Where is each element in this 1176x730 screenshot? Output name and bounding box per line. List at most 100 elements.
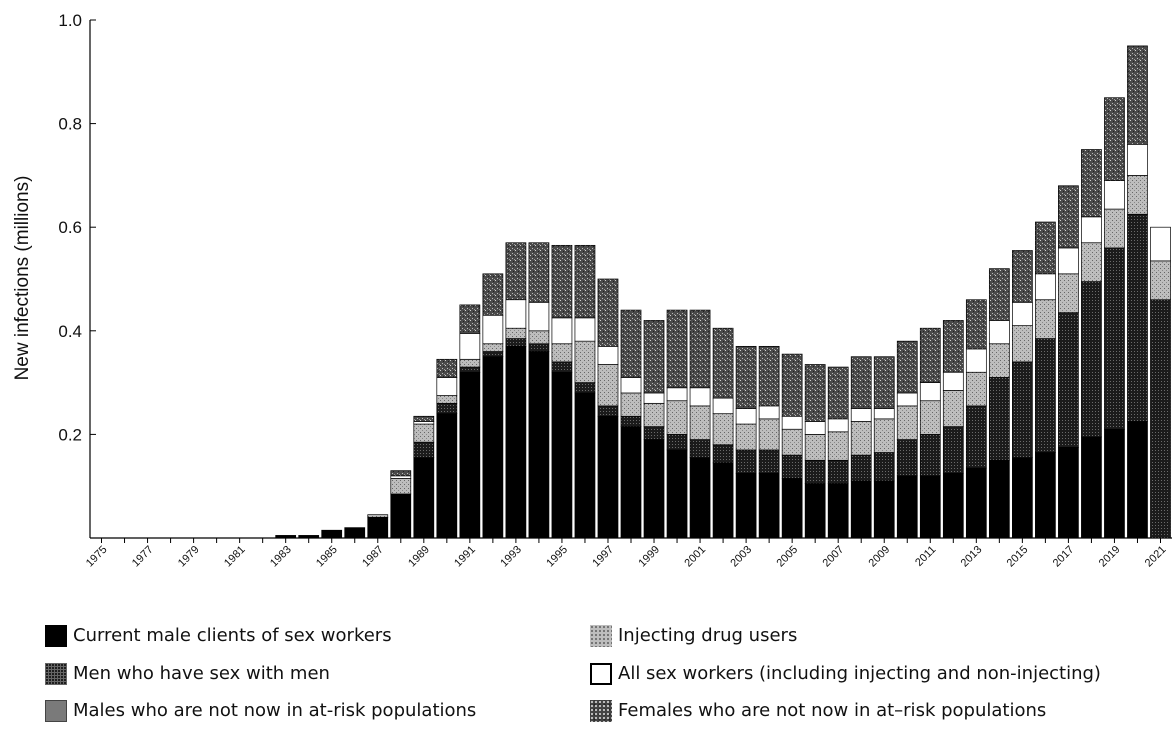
swatch-msm	[45, 663, 67, 685]
bar-segment-idu-1988	[390, 478, 412, 495]
x-tick-label: 2011	[913, 544, 938, 569]
bar-segment-msm-2012	[942, 426, 964, 474]
bar-segment-sex-workers-1999	[643, 392, 665, 404]
legend-label-females: Females who are not now in at–risk popul…	[618, 700, 1047, 721]
bar-segment-clients-2008	[850, 480, 872, 539]
bar-segment-sex-workers-2011	[919, 382, 941, 402]
bar-segment-females-1995	[551, 244, 573, 319]
bar-segment-sex-workers-1988	[390, 475, 412, 479]
legend-item-females: Females who are not now in at–risk popul…	[590, 700, 1046, 722]
bar-segment-clients-1988	[390, 493, 412, 539]
bar-segment-clients-2020	[1127, 421, 1148, 539]
bar-segment-msm-2017	[1058, 312, 1079, 448]
x-tick-label: 2009	[867, 544, 893, 570]
bar-segment-females-1988	[390, 470, 412, 477]
bar-segment-msm-2014	[988, 377, 1010, 461]
bar-segment-sex-workers-1998	[620, 377, 642, 394]
bar-segment-msm-2000	[666, 434, 688, 451]
bar-segment-sex-workers-2014	[988, 320, 1010, 345]
bar-segment-idu-2012	[942, 390, 964, 427]
bar-segment-females-1996	[574, 244, 596, 319]
bar-segment-idu-1991	[459, 358, 481, 368]
bar-segment-sex-workers-1995	[551, 317, 573, 345]
bar-segment-clients-1990	[436, 413, 458, 539]
swatch-males	[45, 700, 67, 722]
bar-segment-idu-1998	[620, 392, 642, 417]
bar-segment-females-2009	[873, 356, 895, 409]
bar-segment-sex-workers-2017	[1058, 247, 1079, 275]
bar-segment-clients-1995	[551, 371, 573, 539]
bar-segment-clients-2013	[965, 467, 987, 539]
bar-segment-clients-2010	[896, 475, 918, 539]
swatch-sex-workers	[590, 663, 612, 685]
bar-segment-idu-2004	[758, 418, 780, 451]
x-tick-label: 2019	[1097, 544, 1123, 570]
x-tick-label: 1995	[544, 544, 570, 570]
bar-segment-idu-1995	[551, 343, 573, 363]
bar-segment-clients-1986	[344, 527, 366, 539]
bar-segment-sex-workers-1991	[459, 333, 481, 360]
bar-segment-females-2019	[1104, 97, 1125, 181]
bar-segment-sex-workers-2015	[1012, 301, 1033, 326]
bar-segment-clients-1996	[574, 392, 596, 539]
bar-segment-msm-2016	[1035, 338, 1056, 453]
bar-segment-clients-2002	[712, 462, 734, 539]
bar-segment-idu-2021	[1150, 260, 1171, 301]
bar-segment-clients-1987	[367, 516, 389, 539]
bar-segment-idu-2020	[1127, 175, 1148, 215]
x-tick-label: 1993	[498, 544, 524, 570]
bar-segment-clients-2015	[1012, 457, 1033, 539]
bar-segment-msm-1990	[436, 402, 458, 415]
bar-segment-idu-2019	[1104, 208, 1125, 249]
bar-segment-msm-2006	[804, 459, 826, 484]
bar-segment-idu-1994	[528, 330, 550, 345]
bar-segment-clients-1984	[298, 535, 320, 539]
bar-segment-clients-2003	[735, 472, 757, 539]
bar-segment-females-2000	[666, 309, 688, 389]
bar-segment-clients-2014	[988, 459, 1010, 539]
bar-segment-idu-2000	[666, 400, 688, 435]
x-tick-label: 2017	[1051, 544, 1077, 570]
bar-segment-idu-2015	[1012, 325, 1033, 363]
bar-segment-clients-1998	[620, 426, 642, 539]
x-tick-label: 1997	[590, 544, 616, 570]
bar-segment-msm-1997	[597, 405, 619, 417]
bar-segment-sex-workers-2013	[965, 348, 987, 373]
bar-segment-clients-2005	[781, 478, 803, 539]
bar-segment-clients-1985	[321, 529, 343, 539]
bar-segment-msm-2021	[1150, 299, 1171, 539]
bar-segment-females-1990	[436, 358, 458, 378]
bar-segment-idu-1987	[367, 514, 389, 518]
bar-segment-idu-2013	[965, 371, 987, 407]
bar-segment-msm-1996	[574, 382, 596, 394]
bar-segment-sex-workers-2012	[942, 371, 964, 391]
bar-segment-females-1994	[528, 242, 550, 303]
bar-segment-sex-workers-1992	[482, 314, 504, 345]
bar-segment-sex-workers-2003	[735, 408, 757, 425]
bar-segment-females-1992	[482, 273, 504, 316]
swatch-clients	[45, 625, 67, 647]
bar-segment-msm-2019	[1104, 247, 1125, 430]
bar-segment-msm-1999	[643, 426, 665, 440]
legend-label-idu: Injecting drug users	[618, 625, 798, 646]
x-tick-label: 1981	[222, 544, 248, 570]
bar-segment-females-2008	[850, 356, 872, 409]
bar-segment-idu-1997	[597, 364, 619, 407]
bar-segment-msm-1995	[551, 361, 573, 373]
bar-segment-idu-2010	[896, 405, 918, 440]
bar-segment-idu-2014	[988, 343, 1010, 378]
bar-segment-sex-workers-1989	[413, 421, 435, 425]
bar-segment-clients-1991	[459, 371, 481, 539]
bar-segment-sex-workers-2008	[850, 408, 872, 422]
bar-segment-clients-1999	[643, 439, 665, 539]
x-tick-label: 1985	[314, 544, 340, 570]
bar-segment-sex-workers-1994	[528, 301, 550, 332]
bar-segment-females-2010	[896, 340, 918, 394]
bar-segment-clients-1997	[597, 415, 619, 539]
bar-segment-clients-2016	[1035, 452, 1056, 539]
y-tick-label: 0.6	[58, 218, 82, 237]
bar-segment-females-2001	[689, 309, 711, 389]
bar-segment-females-2007	[827, 366, 849, 420]
bar-segment-females-2015	[1012, 250, 1033, 303]
bar-segment-msm-2018	[1081, 281, 1102, 438]
